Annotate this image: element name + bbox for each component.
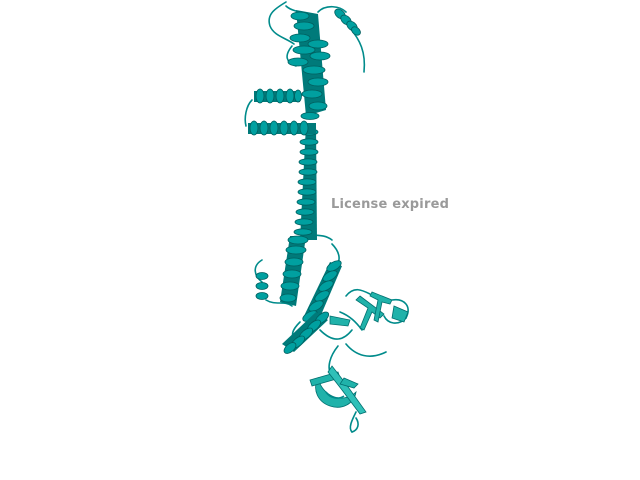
coil-loops [244,1,409,433]
left-horizontal-helices [248,88,316,136]
lower-helix-bundle [255,235,342,354]
top-helix-bundle [287,10,331,120]
top-right-helix [334,8,361,36]
beta-sheet-domain [329,291,409,331]
license-watermark: License expired [331,197,450,212]
central-helix [293,125,319,240]
bottom-beta-domain [309,365,367,415]
